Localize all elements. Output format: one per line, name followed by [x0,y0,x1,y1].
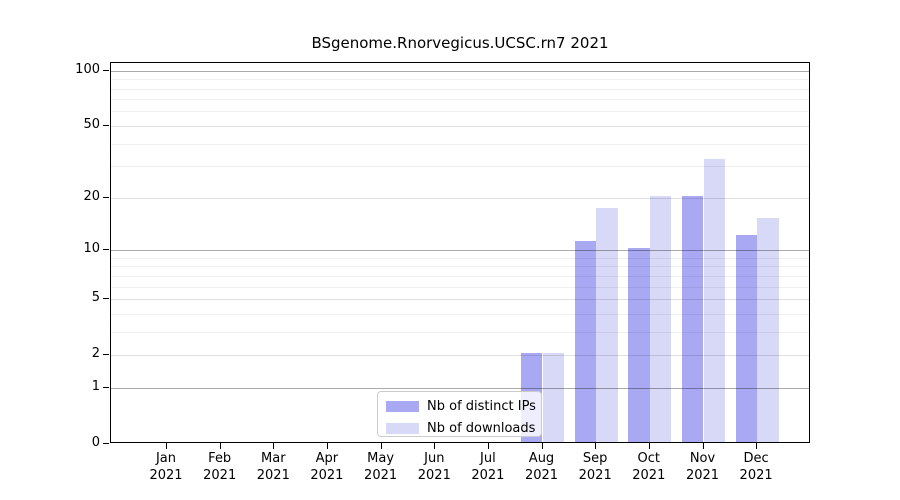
x-axis-label-nov: Nov 2021 [685,451,720,483]
x-axis-tick-feb [219,443,221,449]
y-axis-tick-50 [103,124,109,126]
y-axis-tick-20 [103,196,109,198]
bar-downloads-dec [757,217,779,442]
x-axis-tick-mar [273,443,275,449]
x-axis-label-sep: Sep 2021 [578,451,612,483]
bar-distinct-ips-dec [735,234,758,442]
gridline-8 [111,266,809,268]
gridline-2 [111,355,809,357]
gridline-50 [111,125,809,127]
x-axis-tick-jun [434,443,436,449]
y-axis-tick-1 [103,386,109,388]
legend-item-downloads: Nb of downloads [378,420,541,437]
gridline-5 [111,299,809,300]
y-axis-tick-5 [103,298,109,299]
x-axis-label-dec: Dec 2021 [739,451,773,483]
gridline-9 [111,257,809,259]
bars-layer [111,63,809,442]
x-axis-label-oct: Oct 2021 [632,451,666,483]
x-axis-tick-nov [702,443,704,449]
x-axis-label-may: May 2021 [364,451,398,483]
bar-distinct-ips-sep [574,241,597,442]
gridline-7 [111,275,809,277]
legend-label-downloads: Nb of downloads [427,421,536,436]
bar-downloads-nov [703,159,726,442]
y-axis-label-50: 50 [83,116,100,132]
plot-area [110,62,810,443]
y-axis-label-100: 100 [75,61,100,77]
gridline-100 [111,70,809,72]
x-axis-tick-sep [595,443,597,449]
y-axis-label-0: 0 [91,435,100,450]
x-axis-tick-oct [648,443,650,449]
x-axis-tick-jan [166,443,167,449]
x-axis-tick-may [380,443,382,449]
y-axis-tick-2 [103,354,109,356]
x-axis-tick-jul [487,443,489,449]
y-axis-tick-100 [103,69,109,71]
legend: Nb of distinct IPs Nb of downloads [377,391,542,437]
x-axis-tick-aug [541,443,543,449]
x-axis-label-aug: Aug 2021 [524,451,559,483]
gridline-20 [111,197,809,199]
gridline-4 [111,313,809,315]
y-axis-tick-0 [103,443,109,444]
y-axis-label-20: 20 [83,188,100,204]
gridline-40 [111,143,809,145]
legend-item-distinct-ips: Nb of distinct IPs [378,398,541,415]
x-axis-label-mar: Mar 2021 [256,451,290,483]
x-axis-label-jan: Jan 2021 [149,451,183,483]
gridline-3 [111,331,809,333]
y-axis-label-5: 5 [91,290,100,305]
y-axis-label-2: 2 [91,346,100,362]
x-axis-tick-apr [326,443,328,449]
legend-label-distinct-ips: Nb of distinct IPs [427,399,536,414]
x-axis-label-feb: Feb 2021 [203,451,237,483]
gridline-90 [111,79,809,81]
x-axis-label-apr: Apr 2021 [310,451,344,483]
gridline-30 [111,166,809,168]
legend-swatch-downloads [386,423,419,434]
gridline-1 [111,387,809,389]
x-axis-label-jul: Jul 2021 [471,451,505,483]
y-axis-label-1: 1 [91,378,100,394]
legend-swatch-distinct-ips [386,401,419,412]
bar-downloads-aug [542,353,565,442]
chart-title: BSgenome.Rnorvegicus.UCSC.rn7 2021 [311,34,609,52]
y-axis-tick-10 [103,249,109,250]
x-axis-label-jun: Jun 2021 [417,451,451,483]
x-axis-tick-dec [756,443,758,449]
bar-distinct-ips-oct [628,248,650,442]
gridline-80 [111,88,809,90]
gridline-70 [111,99,809,101]
y-axis-label-10: 10 [83,241,100,256]
bar-downloads-oct [649,195,672,442]
bar-distinct-ips-nov [681,195,704,442]
gridline-10 [111,250,809,251]
gridline-60 [111,111,809,113]
grid-layer [111,63,809,442]
gridline-6 [111,286,809,288]
